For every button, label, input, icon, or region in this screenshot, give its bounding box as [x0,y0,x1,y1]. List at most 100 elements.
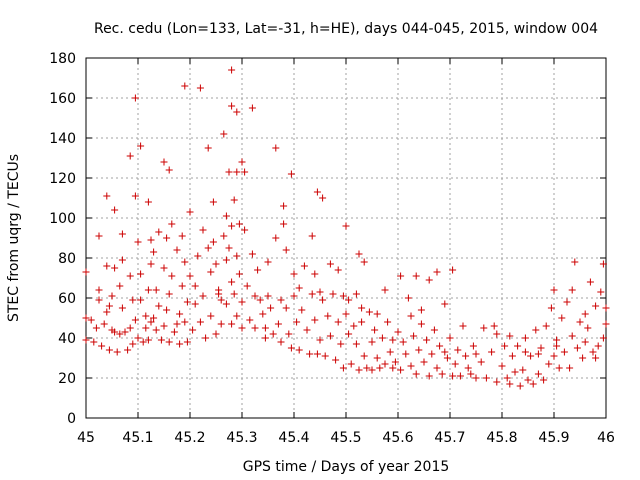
data-point [139,338,147,346]
data-point [134,334,142,342]
data-point [568,286,576,294]
y-tick-label: 160 [49,91,76,107]
data-point [160,158,168,166]
data-point [118,304,126,312]
data-point [155,302,163,310]
data-point [103,262,111,270]
data-point [103,308,111,316]
y-tick-label: 100 [49,211,76,227]
data-point [313,188,321,196]
data-point [199,226,207,234]
data-point [355,366,363,374]
data-point [553,336,561,344]
data-point [144,286,152,294]
x-tick-label: 45.4 [278,430,309,446]
data-point [225,168,233,176]
data-point [368,338,376,346]
data-point [381,286,389,294]
data-point [165,290,173,298]
data-point [602,320,610,328]
data-point [131,316,139,324]
data-point [417,320,425,328]
data-point [204,144,212,152]
data-point [319,296,327,304]
data-point [436,342,444,350]
data-point [449,372,457,380]
data-point [581,338,589,346]
data-point [454,346,462,354]
data-point [290,270,298,278]
data-point [181,318,189,326]
y-tick-label: 40 [58,331,76,347]
data-point [308,290,316,298]
data-point [282,246,290,254]
y-tick-label: 0 [67,411,76,427]
data-point [498,362,506,370]
data-point [233,252,241,260]
data-point [584,324,592,332]
data-point [326,332,334,340]
data-point [334,266,342,274]
data-point [568,332,576,340]
data-point [472,374,480,382]
data-point [529,380,537,388]
data-point [573,344,581,352]
data-point [553,342,561,350]
chart-title: Rec. cedu (Lon=133, Lat=-31, h=HE), days… [94,21,598,37]
data-point [183,298,191,306]
data-point [111,264,119,272]
data-point [228,278,236,286]
data-point [456,372,464,380]
data-point [449,266,457,274]
x-axis-label: GPS time / Days of year 2015 [243,459,450,475]
data-point [131,94,139,102]
data-point [207,312,215,320]
data-point [295,346,303,354]
x-tick-label: 45.5 [330,430,361,446]
data-point [251,324,259,332]
data-point [410,332,418,340]
data-point [417,306,425,314]
data-point [376,364,384,372]
data-point [547,304,555,312]
y-tick-label: 20 [58,371,76,387]
data-point [280,202,288,210]
data-point [243,282,251,290]
data-point [589,348,597,356]
data-point [576,318,584,326]
data-point [183,338,191,346]
data-point [477,358,485,366]
data-point [339,364,347,372]
data-point [215,290,223,298]
x-tick-label: 45.3 [226,430,257,446]
data-point [170,328,178,336]
data-point [360,352,368,360]
data-point [248,104,256,112]
data-point [384,318,392,326]
data-point [191,300,199,308]
data-point [264,292,272,300]
data-point [480,324,488,332]
data-point [238,324,246,332]
data-point [287,170,295,178]
data-point [407,312,415,320]
data-point [225,244,233,252]
data-point [358,304,366,312]
data-point [131,192,139,200]
data-point [222,212,230,220]
data-point [527,352,535,360]
data-point [389,336,397,344]
data-point [92,324,100,332]
data-point [459,322,467,330]
data-point [472,350,480,358]
data-point [428,350,436,358]
data-point [173,246,181,254]
y-tick-label: 180 [49,51,76,67]
data-point [381,360,389,368]
data-point [368,366,376,374]
data-point [144,336,152,344]
data-point [209,238,217,246]
data-point [493,330,501,338]
data-point [311,270,319,278]
data-point [173,320,181,328]
